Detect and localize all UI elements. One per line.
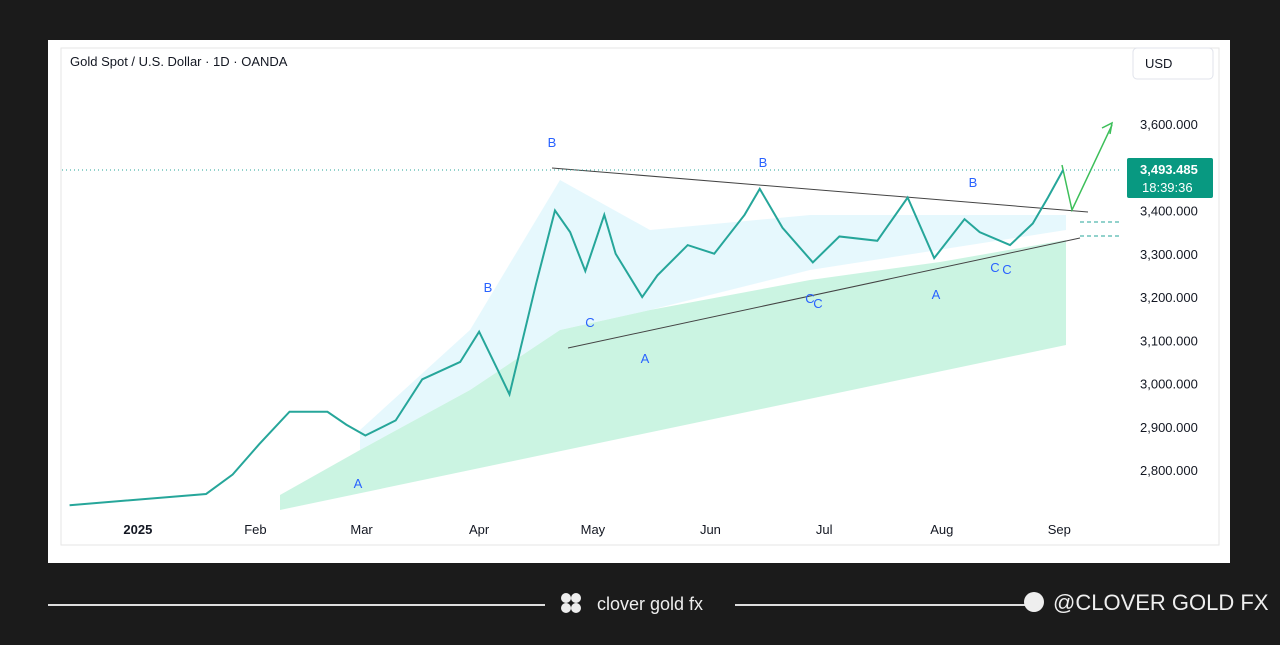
cloud bbox=[280, 240, 1066, 510]
x-tick-label: May bbox=[581, 522, 606, 537]
decorations bbox=[280, 121, 1120, 510]
wave-label: A bbox=[354, 476, 363, 491]
wave-label: A bbox=[932, 287, 941, 302]
plot-frame bbox=[60, 47, 1220, 546]
trendline bbox=[567, 237, 1081, 349]
price-label: 3,493.485 bbox=[1140, 162, 1198, 177]
x-tick-label: 2025 bbox=[123, 522, 152, 537]
y-tick-label: 2,800.000 bbox=[1140, 463, 1198, 478]
wave-label: C bbox=[805, 291, 814, 306]
x-tick-label: Jun bbox=[700, 522, 721, 537]
y-tick-label: 3,000.000 bbox=[1140, 377, 1198, 392]
y-tick-label: 3,200.000 bbox=[1140, 290, 1198, 305]
chart-title: Gold Spot / U.S. Dollar · 1D · OANDA bbox=[70, 54, 288, 69]
x-tick-label: Sep bbox=[1048, 522, 1071, 537]
wave-label: C bbox=[813, 296, 822, 311]
y-tick-label: 3,400.000 bbox=[1140, 203, 1198, 218]
handle: @CLOVER GOLD FX bbox=[1053, 590, 1269, 615]
wave-label: B bbox=[759, 155, 768, 170]
clover-logo bbox=[561, 593, 581, 613]
wave-label: B bbox=[969, 175, 978, 190]
projection-arrow bbox=[1061, 124, 1113, 213]
x-tick-label: Jul bbox=[816, 522, 833, 537]
facebook-icon bbox=[1024, 592, 1044, 612]
cloud-upper bbox=[360, 180, 1066, 450]
wave-label: C bbox=[1002, 262, 1011, 277]
y-tick-label: 2,900.000 bbox=[1140, 420, 1198, 435]
plot bbox=[62, 169, 1120, 507]
currency-label: USD bbox=[1145, 56, 1172, 71]
wave-label: C bbox=[990, 260, 999, 275]
price-line bbox=[69, 169, 1064, 507]
wave-label: B bbox=[484, 280, 493, 295]
x-tick-label: Apr bbox=[469, 522, 490, 537]
brand: clover gold fx bbox=[597, 594, 703, 614]
x-tick-label: Feb bbox=[244, 522, 266, 537]
wave-label: C bbox=[585, 315, 594, 330]
arrow-head bbox=[1101, 121, 1114, 135]
countdown: 18:39:36 bbox=[1142, 180, 1193, 195]
y-tick-label: 3,300.000 bbox=[1140, 247, 1198, 262]
x-tick-label: Aug bbox=[930, 522, 953, 537]
trendline bbox=[551, 167, 1089, 213]
wave-label: A bbox=[641, 351, 650, 366]
y-tick-label: 3,100.000 bbox=[1140, 333, 1198, 348]
price-badge bbox=[1127, 158, 1213, 199]
wave-label: B bbox=[548, 135, 557, 150]
y-tick-label: 3,600.000 bbox=[1140, 117, 1198, 132]
x-tick-label: Mar bbox=[350, 522, 373, 537]
currency-button[interactable] bbox=[1132, 47, 1214, 80]
